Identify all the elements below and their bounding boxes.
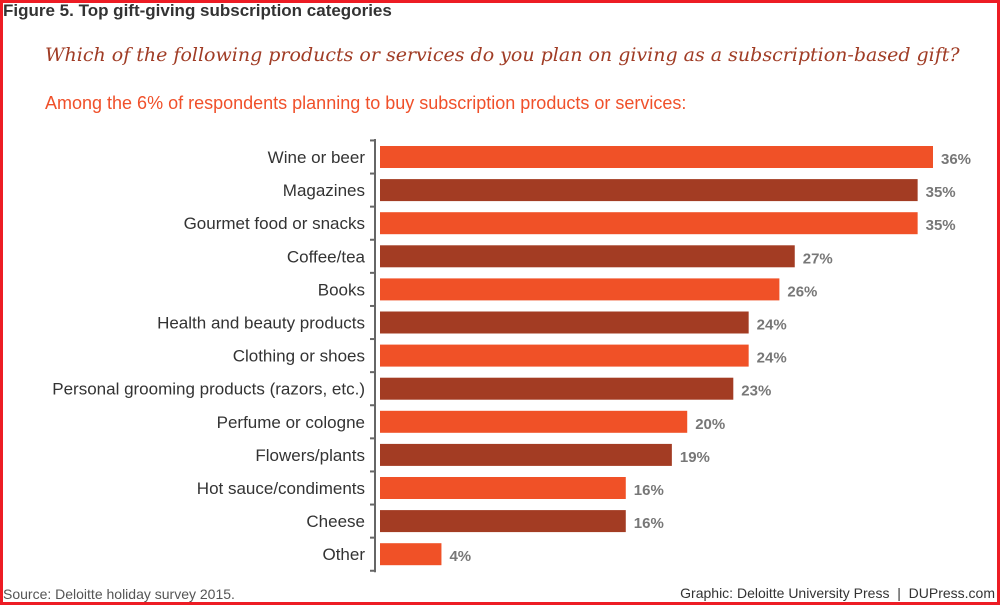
category-label: Clothing or shoes bbox=[233, 347, 365, 366]
bar bbox=[380, 410, 688, 433]
graphic-credit: Graphic: Deloitte University Press | DUP… bbox=[680, 585, 995, 601]
category-label: Personal grooming products (razors, etc.… bbox=[52, 380, 365, 399]
bar bbox=[380, 212, 918, 235]
bar bbox=[380, 344, 749, 367]
category-label: Magazines bbox=[283, 181, 365, 200]
data-label: 35% bbox=[926, 217, 956, 234]
category-label: Coffee/tea bbox=[287, 247, 366, 266]
category-label: Health and beauty products bbox=[157, 314, 365, 333]
data-label: 16% bbox=[634, 515, 664, 532]
data-label: 16% bbox=[634, 482, 664, 499]
chart-question: Which of the following products or servi… bbox=[45, 44, 960, 66]
bar bbox=[380, 543, 442, 566]
chart-subtitle: Among the 6% of respondents planning to … bbox=[45, 93, 687, 113]
data-label: 23% bbox=[741, 383, 771, 400]
data-label: 24% bbox=[757, 317, 787, 334]
category-label: Hot sauce/condiments bbox=[197, 479, 365, 498]
data-label: 36% bbox=[941, 151, 971, 168]
bar bbox=[380, 377, 734, 400]
data-label: 20% bbox=[695, 416, 725, 433]
category-label: Cheese bbox=[306, 512, 365, 531]
bar bbox=[380, 477, 626, 499]
top-border bbox=[0, 0, 1000, 3]
category-label: Other bbox=[322, 545, 365, 564]
bar bbox=[380, 443, 672, 466]
data-label: 26% bbox=[787, 283, 817, 300]
data-label: 24% bbox=[757, 350, 787, 367]
figure-title: Figure 5. Top gift-giving subscription c… bbox=[3, 1, 392, 20]
bar bbox=[380, 245, 795, 268]
bar bbox=[380, 510, 626, 533]
category-label: Wine or beer bbox=[268, 148, 366, 167]
data-label: 35% bbox=[926, 184, 956, 201]
data-label: 4% bbox=[449, 548, 471, 565]
bar bbox=[380, 179, 918, 202]
category-label: Books bbox=[318, 280, 365, 299]
bar bbox=[380, 146, 933, 168]
data-label: 19% bbox=[680, 449, 710, 466]
category-label: Perfume or cologne bbox=[217, 413, 365, 432]
data-label: 27% bbox=[803, 250, 833, 267]
bar bbox=[380, 311, 749, 334]
bar bbox=[380, 278, 780, 301]
source-note: Source: Deloitte holiday survey 2015. bbox=[3, 586, 235, 602]
category-label: Flowers/plants bbox=[255, 446, 365, 465]
category-label: Gourmet food or snacks bbox=[184, 214, 365, 233]
